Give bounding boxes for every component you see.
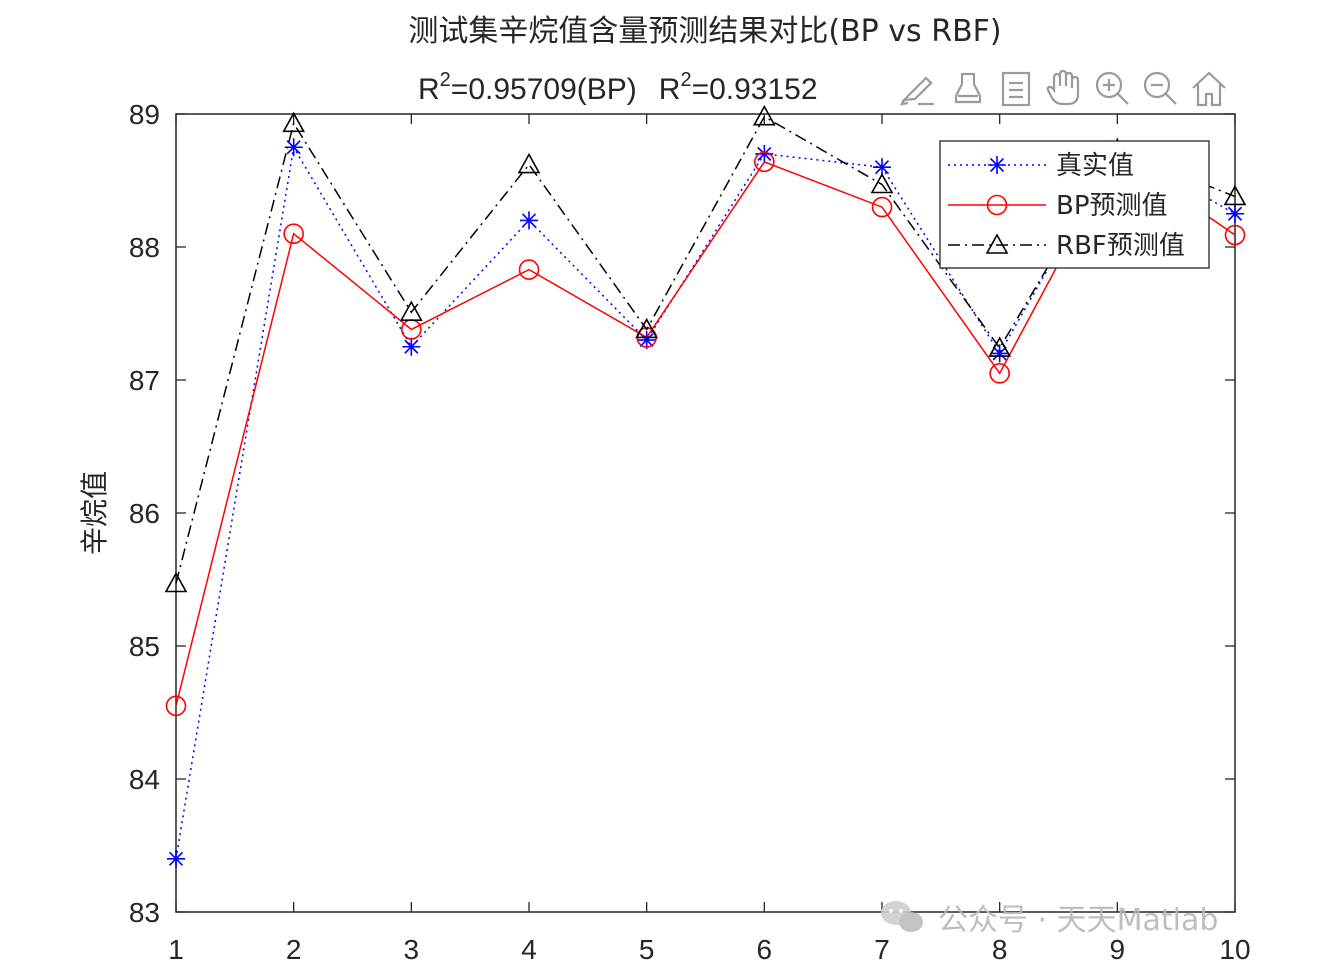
data-point — [635, 317, 659, 339]
x-tick-label: 10 — [1219, 934, 1250, 965]
legend-item-bp: BP预测值 — [948, 191, 1168, 221]
legend-marker — [985, 233, 1009, 254]
axes-toolbar — [890, 64, 1235, 110]
legend-item-real: 真实值 — [948, 151, 1134, 181]
y-tick-label: 85 — [129, 631, 160, 662]
data-point — [284, 138, 303, 157]
y-tick-label: 84 — [129, 764, 160, 795]
rbf-r2-prefix: R — [659, 73, 681, 106]
legend-label-rbf: RBF预测值 — [1056, 231, 1185, 261]
data-point — [520, 211, 538, 230]
x-tick-label: 4 — [521, 934, 537, 965]
y-tick-label: 87 — [129, 365, 160, 396]
data-point — [1224, 224, 1246, 246]
data-point — [399, 300, 423, 321]
bp-r2-sup: 2 — [440, 69, 451, 91]
data-point — [871, 196, 893, 218]
y-tick-label: 89 — [129, 99, 160, 130]
brush-icon[interactable] — [900, 76, 934, 106]
legend-marker-rbf — [985, 233, 1009, 254]
x-tick-label: 1 — [168, 934, 184, 965]
x-tick-label: 5 — [639, 934, 655, 965]
chart-subtitle: R2=0.95709(BP) R2=0.93152 — [418, 69, 818, 106]
x-tick-label: 3 — [404, 934, 420, 965]
data-point — [167, 849, 185, 868]
data-point — [1223, 184, 1247, 206]
legend: 真实值 BP预测值 RBF预测值 — [939, 140, 1210, 269]
data-point — [870, 172, 894, 194]
chart-title: 测试集辛烷值含量预测结果对比(BP vs RBF) — [408, 14, 1001, 49]
y-axis-label: 辛烷值 — [78, 471, 111, 555]
rbf-r2-sup: 2 — [680, 69, 691, 91]
data-point — [165, 695, 187, 717]
x-tick-label: 2 — [286, 934, 302, 965]
watermark: 公众号 · 天天Matlab — [881, 901, 1218, 938]
data-point — [518, 259, 540, 280]
legend-item-rbf: RBF预测值 — [948, 231, 1185, 261]
data-point — [1226, 204, 1244, 223]
data-point — [517, 152, 541, 174]
data-point — [282, 111, 306, 133]
legend-marker — [988, 156, 1006, 174]
data-point — [752, 105, 776, 126]
data-point — [164, 571, 188, 593]
paint-bucket-icon[interactable] — [954, 72, 982, 104]
pan-hand-icon[interactable] — [1046, 69, 1080, 106]
watermark-text: 公众号 · 天天Matlab — [938, 903, 1218, 938]
bp-r2-value: =0.95709(BP) — [451, 73, 637, 106]
legend-marker-bp — [986, 194, 1008, 216]
zoom-in-icon[interactable] — [1095, 71, 1129, 105]
legend-label-bp: BP预测值 — [1056, 191, 1168, 221]
x-tick-label: 9 — [1110, 934, 1126, 965]
data-point — [754, 151, 775, 173]
data-point — [988, 336, 1012, 357]
legend-label-real: 真实值 — [1056, 151, 1134, 181]
legend-marker — [986, 194, 1008, 216]
zoom-out-icon[interactable] — [1143, 71, 1177, 105]
data-point — [402, 337, 421, 356]
home-icon[interactable] — [1192, 71, 1226, 107]
data-tips-icon[interactable] — [1001, 71, 1031, 107]
rbf-r2-value: =0.93152 — [692, 73, 818, 106]
x-tick-label: 7 — [874, 934, 890, 965]
x-tick-label: 8 — [992, 934, 1008, 965]
data-point — [989, 363, 1010, 384]
data-point — [283, 223, 304, 244]
bp-r2-prefix: R — [418, 73, 440, 106]
wechat-icon — [881, 901, 923, 932]
y-tick-label: 86 — [129, 498, 160, 529]
y-tick-label: 83 — [129, 897, 160, 928]
data-point — [990, 344, 1009, 363]
y-tick-label: 88 — [129, 232, 160, 263]
legend-marker-real — [988, 156, 1006, 174]
x-tick-label: 6 — [757, 934, 773, 965]
